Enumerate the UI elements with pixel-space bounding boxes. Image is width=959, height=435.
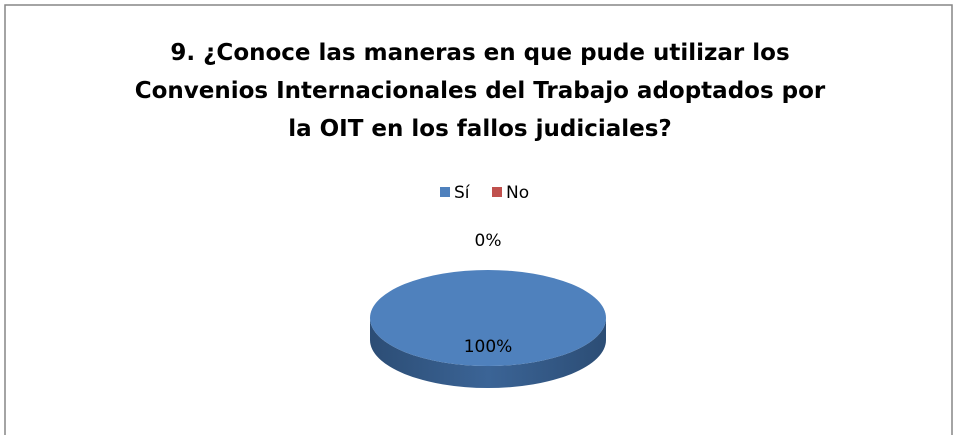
legend-label: No (506, 183, 529, 203)
pie-side (370, 318, 606, 388)
chart-title: 9. ¿Conoce las maneras en que pude utili… (134, 40, 826, 142)
pie-slice (370, 270, 606, 366)
data-label: 100% (464, 337, 513, 357)
legend-label: Sí (454, 183, 471, 203)
data-label: 0% (475, 231, 502, 251)
legend-swatch (440, 187, 450, 197)
legend-swatch (492, 187, 502, 197)
